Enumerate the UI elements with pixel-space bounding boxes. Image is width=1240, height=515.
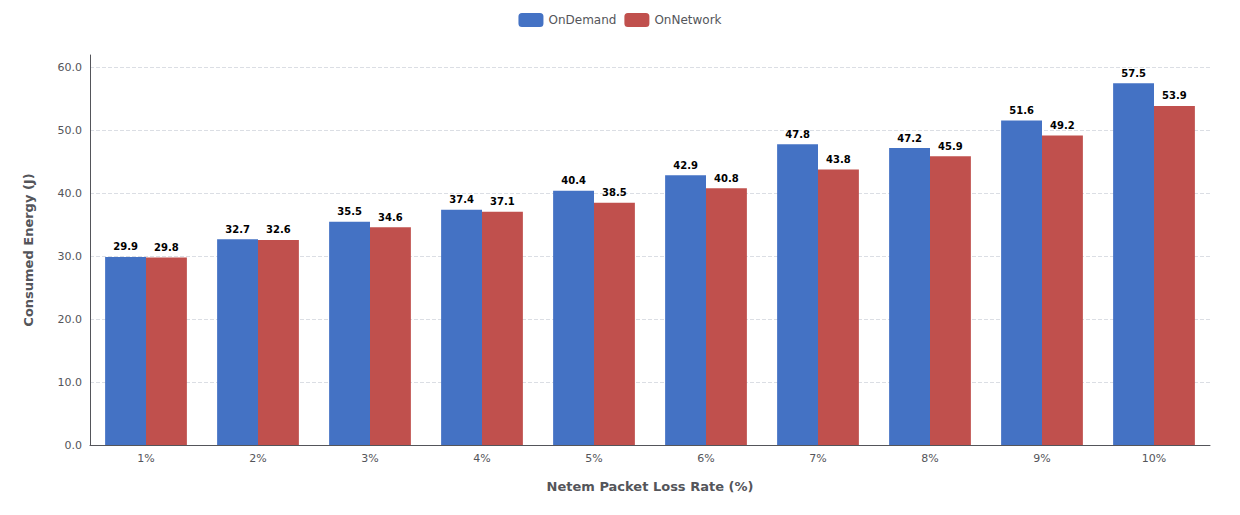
svg-text:40.8: 40.8 — [714, 173, 739, 184]
svg-text:Consumed Energy (J): Consumed Energy (J) — [21, 173, 36, 326]
svg-text:20.0: 20.0 — [58, 313, 83, 326]
svg-text:37.1: 37.1 — [490, 196, 515, 207]
svg-text:30.0: 30.0 — [58, 250, 83, 263]
svg-text:1%: 1% — [137, 452, 154, 465]
svg-text:32.6: 32.6 — [266, 224, 291, 235]
svg-text:34.6: 34.6 — [378, 212, 403, 223]
svg-text:6%: 6% — [697, 452, 714, 465]
svg-text:OnNetwork: OnNetwork — [654, 13, 721, 27]
svg-text:40.0: 40.0 — [58, 187, 83, 200]
svg-text:50.0: 50.0 — [58, 124, 83, 137]
svg-text:51.6: 51.6 — [1009, 105, 1034, 116]
svg-text:45.9: 45.9 — [938, 141, 963, 152]
svg-text:29.8: 29.8 — [154, 242, 179, 253]
svg-text:0.0: 0.0 — [65, 439, 83, 452]
svg-text:7%: 7% — [809, 452, 826, 465]
svg-text:43.8: 43.8 — [826, 154, 851, 165]
svg-text:32.7: 32.7 — [225, 224, 250, 235]
svg-text:37.4: 37.4 — [449, 194, 474, 205]
svg-text:42.9: 42.9 — [673, 160, 698, 171]
svg-text:47.2: 47.2 — [897, 133, 922, 144]
svg-text:38.5: 38.5 — [602, 187, 627, 198]
svg-text:53.9: 53.9 — [1162, 90, 1187, 101]
svg-text:OnDemand: OnDemand — [548, 13, 616, 27]
svg-text:29.9: 29.9 — [113, 241, 138, 252]
svg-text:4%: 4% — [473, 452, 490, 465]
svg-text:2%: 2% — [249, 452, 266, 465]
svg-text:3%: 3% — [361, 452, 378, 465]
svg-text:60.0: 60.0 — [58, 61, 83, 74]
svg-text:8%: 8% — [921, 452, 938, 465]
svg-text:Netem Packet Loss Rate (%): Netem Packet Loss Rate (%) — [547, 479, 754, 494]
svg-text:40.4: 40.4 — [561, 175, 586, 186]
svg-text:35.5: 35.5 — [337, 206, 362, 217]
svg-text:9%: 9% — [1033, 452, 1050, 465]
svg-text:47.8: 47.8 — [785, 129, 810, 140]
svg-text:57.5: 57.5 — [1121, 68, 1146, 79]
svg-text:10.0: 10.0 — [58, 376, 83, 389]
svg-text:10%: 10% — [1142, 452, 1166, 465]
svg-text:5%: 5% — [585, 452, 602, 465]
svg-text:49.2: 49.2 — [1050, 120, 1075, 131]
